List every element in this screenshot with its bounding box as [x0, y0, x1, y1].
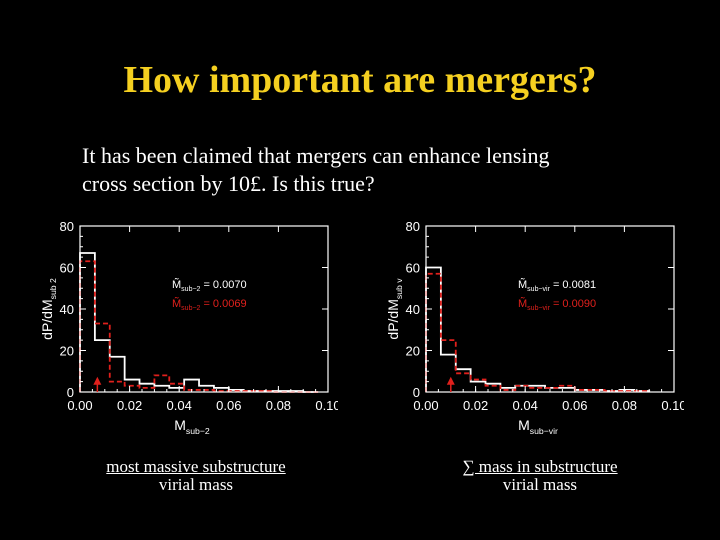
histogram-series-red — [79, 260, 319, 393]
x-tick-label: 0.02 — [117, 398, 142, 413]
y-tick-label: 40 — [406, 302, 420, 317]
histogram-series-red — [425, 272, 651, 392]
x-axis-label: Msub−vir — [518, 417, 558, 436]
y-tick-label: 60 — [406, 261, 420, 276]
slide-title: How important are mergers? — [123, 59, 597, 101]
x-tick-label: 0.08 — [612, 398, 637, 413]
x-tick-label: 0.00 — [67, 398, 92, 413]
caption-right-line2: virial mass — [502, 475, 578, 494]
x-tick-label: 0.10 — [315, 398, 338, 413]
y-tick-label: 0 — [67, 385, 74, 400]
caption-left-line1: most massive substructure — [106, 457, 286, 476]
x-tick-label: 0.04 — [513, 398, 538, 413]
y-axis-label: dP/dMsub v — [385, 278, 404, 340]
annotation-median-white: M̃sub−vir = 0.0081 — [518, 278, 596, 293]
y-tick-label: 20 — [406, 344, 420, 359]
median-arrow-head — [93, 376, 102, 385]
histogram-sum-substructure: 0.00 0.02 0.04 0.06 0.08 0.10 0 20 40 60 80 Msub−vi… — [385, 219, 684, 436]
x-tick-label: 0.08 — [266, 398, 291, 413]
x-tick-label: 0.04 — [167, 398, 192, 413]
caption-left-line2: virial mass — [158, 475, 234, 494]
slide-body-text: It has been claimed that mergers can enh… — [82, 142, 682, 198]
caption-right-line1: ∑ mass in substructure — [462, 457, 618, 476]
x-tick-label: 0.02 — [463, 398, 488, 413]
annotation-median-red: M̃sub−2 = 0.0069 — [172, 297, 247, 312]
body-line-2: cross section by 10£. Is this true? — [82, 171, 375, 196]
annotation-median-red: M̃sub−vir = 0.0090 — [518, 297, 596, 312]
y-tick-label: 20 — [60, 344, 74, 359]
caption-left: most massive substructure virial mass — [66, 458, 326, 494]
y-tick-label: 40 — [60, 302, 74, 317]
histogram-most-massive: 0.00 0.02 0.04 0.06 0.08 0.10 0 20 40 60 80 Msub−2 d… — [39, 219, 338, 436]
x-axis-label: Msub−2 — [174, 417, 210, 436]
x-tick-label: 0.00 — [413, 398, 438, 413]
body-line-1: It has been claimed that mergers can enh… — [82, 143, 550, 168]
median-arrow-head — [446, 376, 455, 385]
y-tick-label: 80 — [60, 219, 74, 234]
x-tick-label: 0.10 — [661, 398, 684, 413]
y-tick-label: 80 — [406, 219, 420, 234]
y-tick-label: 60 — [60, 261, 74, 276]
annotation-median-white: M̃sub−2 = 0.0070 — [172, 278, 247, 293]
y-axis-label: dP/dMsub 2 — [39, 278, 58, 340]
y-tick-label: 0 — [413, 385, 420, 400]
plot-frame — [425, 225, 675, 393]
caption-right: ∑ mass in substructure virial mass — [410, 458, 670, 494]
x-tick-label: 0.06 — [562, 398, 587, 413]
x-tick-label: 0.06 — [216, 398, 241, 413]
histogram-series-white — [79, 252, 319, 393]
